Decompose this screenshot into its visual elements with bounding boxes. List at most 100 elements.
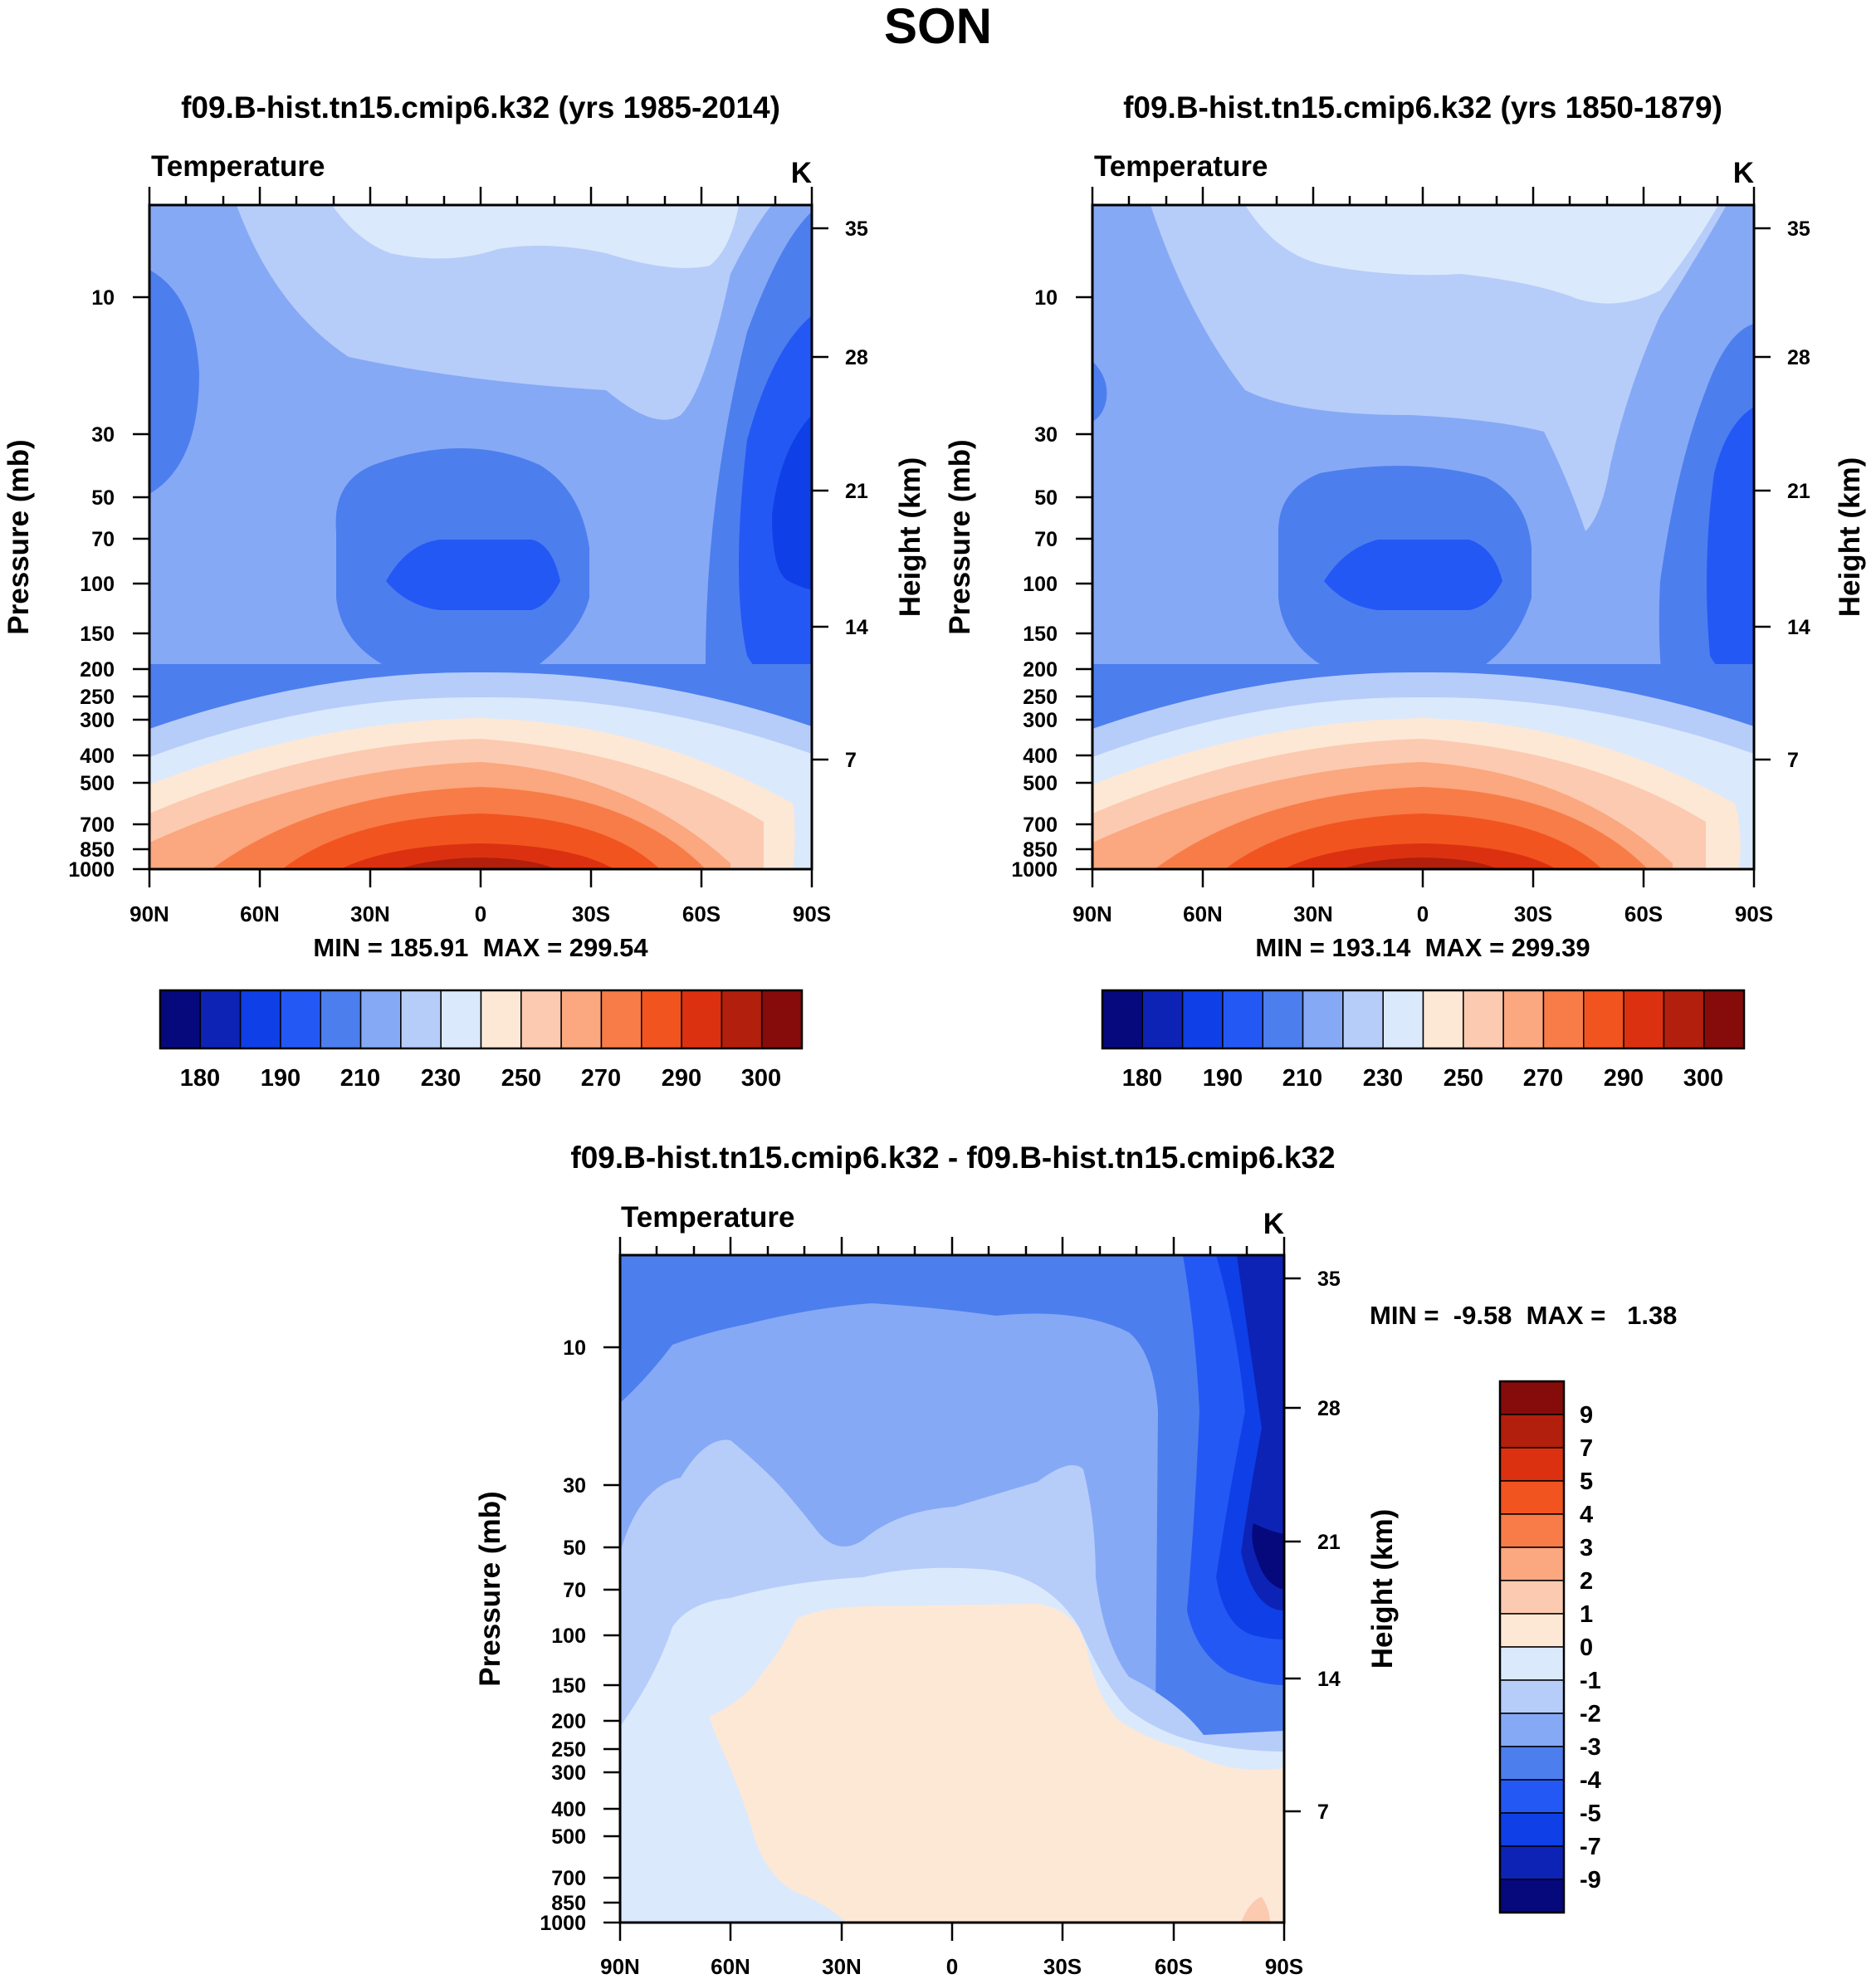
colorbar-swatch [1703, 990, 1745, 1049]
contour-band-minus-7 [1237, 1255, 1284, 1610]
contour-band-minus-9 [1252, 1523, 1284, 1590]
y2-tick-label: 28 [1317, 1397, 1341, 1420]
colorbar-swatch [1422, 990, 1464, 1049]
y-tick-label: 150 [551, 1674, 586, 1698]
x-tick-label: 30N [822, 1954, 862, 1979]
colorbar-label: 270 [581, 1065, 621, 1092]
colorbar-swatch [1342, 990, 1384, 1049]
y2-tick-label: 28 [845, 346, 868, 369]
x-tick-label: 90S [1265, 1954, 1303, 1979]
colorbar-label: 0 [1580, 1635, 1593, 1661]
colorbar-swatch [320, 990, 362, 1049]
contour-band-temp-295 [340, 843, 614, 869]
axis-ticks [1076, 187, 1771, 887]
colorbar: 180 190 210 230 250 270 290 300 [159, 989, 804, 1092]
colorbar-label: 180 [1122, 1065, 1162, 1092]
y-tick-label: 300 [80, 709, 115, 732]
y-tick-label: 10 [91, 286, 115, 310]
contour-band-plus-2-patch [1241, 1897, 1270, 1923]
colorbar-swatch [560, 990, 603, 1049]
contour-fields [620, 1255, 1284, 1923]
y-tick-label: 400 [551, 1798, 586, 1821]
colorbar-swatch [1499, 1812, 1565, 1847]
contour-band-220 [332, 205, 739, 268]
x-tick-labels: 90N 60N 30N 0 30S 60S 90S [600, 1954, 1303, 1979]
y-tick-label: 200 [551, 1710, 586, 1733]
colorbar-label: 1 [1580, 1601, 1593, 1628]
colorbar-boxes [1499, 1380, 1565, 1913]
colorbar-label: 290 [1604, 1065, 1644, 1092]
colorbar-label: 300 [741, 1065, 781, 1092]
colorbar-swatch [1663, 990, 1705, 1049]
y2-tick-labels: 35 28 21 14 7 [1317, 1268, 1341, 1824]
colorbar-swatch [1623, 990, 1665, 1049]
panel-difference: f09.B-hist.tn15.cmip6.k32 - f09.B-hist.t… [474, 1141, 1677, 1979]
colorbar-label: -5 [1580, 1801, 1601, 1827]
x-tick-label: 90N [1072, 902, 1112, 926]
colorbar-swatch [400, 990, 442, 1049]
colorbar-label: 7 [1580, 1435, 1593, 1462]
colorbar-label: 250 [1444, 1065, 1483, 1092]
left-string: Temperature [621, 1201, 794, 1234]
y-tick-label: 300 [1023, 709, 1058, 732]
colorbar-swatch [1499, 1679, 1565, 1714]
colorbar: 9 7 5 4 3 2 1 0 -1 -2 -3 -4 -5 -7 -9 [1498, 1380, 1601, 1914]
colorbar-label: 190 [1203, 1065, 1243, 1092]
colorbar-labels: 9 7 5 4 3 2 1 0 -1 -2 -3 -4 -5 -7 -9 [1580, 1402, 1601, 1893]
colorbar-label: 250 [501, 1065, 541, 1092]
axis-ticks [133, 187, 828, 887]
colorbar-swatch [1502, 990, 1545, 1049]
colorbar-label: -9 [1580, 1867, 1601, 1893]
y2-axis-label: Height (km) [894, 457, 926, 618]
min-max-text: MIN = 185.91 MAX = 299.54 [313, 933, 648, 962]
colorbar-swatch [239, 990, 281, 1049]
colorbar-label: 180 [180, 1065, 220, 1092]
y-tick-label: 10 [1034, 286, 1058, 310]
y2-axis-label: Height (km) [1834, 457, 1866, 618]
colorbar-label: 5 [1580, 1468, 1593, 1495]
contour-fields [1092, 205, 1754, 869]
left-string: Temperature [151, 150, 325, 183]
y2-tick-label: 21 [1787, 480, 1810, 503]
contour-band-plus-1 [710, 1604, 1284, 1923]
y-tick-label: 400 [1023, 745, 1058, 768]
colorbar-swatch [1222, 990, 1263, 1049]
colorbar-label: -3 [1580, 1734, 1601, 1761]
colorbar-frame [1498, 1380, 1566, 1914]
contour-band-220 [1245, 205, 1718, 304]
colorbar-label: 4 [1580, 1502, 1593, 1528]
colorbar-swatch [1542, 990, 1585, 1049]
colorbar-swatch [280, 990, 321, 1049]
y-tick-label: 30 [563, 1474, 586, 1498]
colorbar-swatch [641, 990, 682, 1049]
y2-tick-label: 35 [1787, 217, 1810, 241]
y-tick-label: 700 [551, 1867, 586, 1890]
colorbar-swatch [1499, 1380, 1565, 1415]
x-tick-label: 60N [1183, 902, 1223, 926]
y-tick-label: 700 [1023, 814, 1058, 837]
colorbar-label: 210 [1282, 1065, 1322, 1092]
contour-band-175-right [772, 415, 812, 589]
x-tick-label: 0 [475, 902, 486, 926]
panel-preindustrial-climatology: f09.B-hist.tn15.cmip6.k32 (yrs 1850-1879… [944, 90, 1866, 1092]
contour-band-190-left [149, 270, 199, 494]
y-tick-label: 850 [80, 838, 115, 862]
x-tick-label: 30S [1043, 1954, 1082, 1979]
y2-tick-label: 14 [1317, 1668, 1341, 1691]
colorbar-swatch [440, 990, 482, 1049]
colorbar-label: -4 [1580, 1767, 1601, 1794]
panel-recent-climatology: f09.B-hist.tn15.cmip6.k32 (yrs 1985-2014… [2, 90, 926, 1092]
colorbar-labels: 180 190 210 230 250 270 290 300 [1122, 1065, 1723, 1092]
colorbar-label: 270 [1523, 1065, 1563, 1092]
x-tick-label: 90S [793, 902, 831, 926]
units-label: K [1733, 157, 1754, 189]
colorbar-swatch [1181, 990, 1224, 1049]
x-tick-label: 30S [1514, 902, 1552, 926]
y-tick-labels: 10 30 50 70 100 150 200 250 300 400 500 … [1011, 286, 1058, 882]
y-tick-label: 30 [91, 423, 115, 447]
colorbar-label: 9 [1580, 1402, 1593, 1429]
colorbar-swatch [159, 990, 202, 1049]
contour-band-temp-300 [398, 858, 556, 869]
y-tick-label: 400 [80, 745, 115, 768]
